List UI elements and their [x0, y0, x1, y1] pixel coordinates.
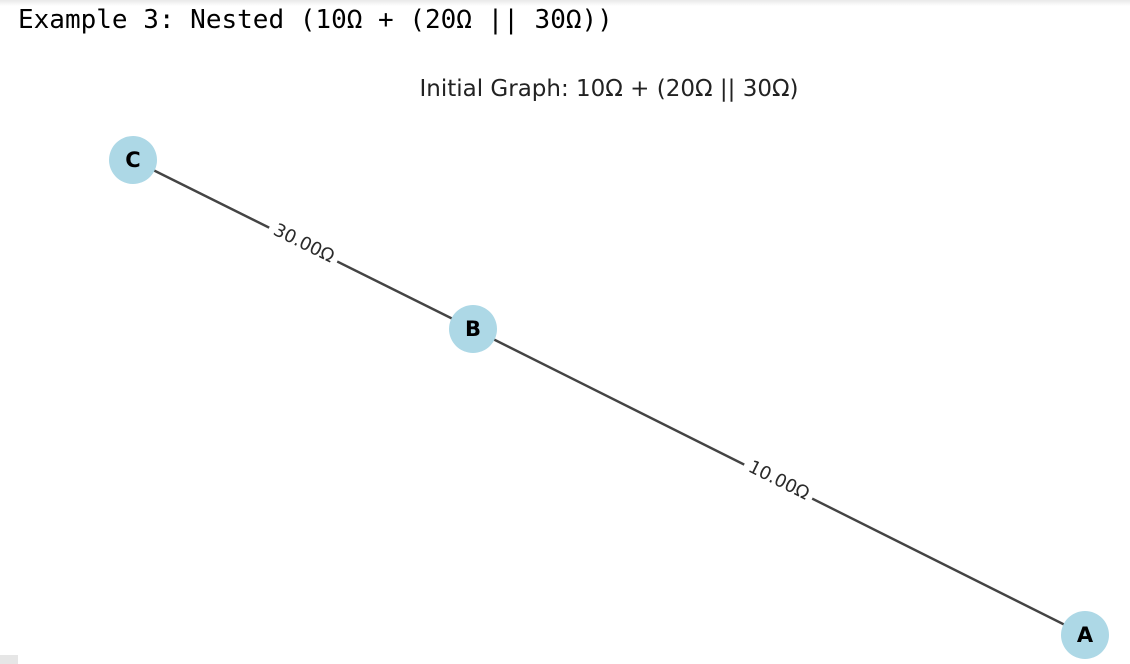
graph-title: Initial Graph: 10Ω + (20Ω || 30Ω)	[419, 76, 798, 102]
output-text: Example 3: Nested (10Ω + (20Ω || 30Ω))	[18, 5, 613, 35]
node-c-label: C	[125, 148, 140, 172]
node-a-circle	[1061, 611, 1109, 659]
cell-left-gutter	[0, 655, 18, 664]
node-b-circle	[449, 305, 497, 353]
node-c-circle	[109, 136, 157, 184]
cell-top-border	[0, 0, 1130, 6]
node-a-label: A	[1077, 623, 1094, 647]
edge-label-background	[264, 215, 344, 271]
edge-label-c-b-group: 30.00Ω	[264, 215, 344, 271]
edge-label-background	[739, 452, 819, 508]
node-b-label: B	[465, 317, 481, 341]
node-a: A	[1061, 611, 1109, 659]
edge-label-b-a-group: 10.00Ω	[739, 452, 819, 508]
node-c: C	[109, 136, 157, 184]
node-b: B	[449, 305, 497, 353]
